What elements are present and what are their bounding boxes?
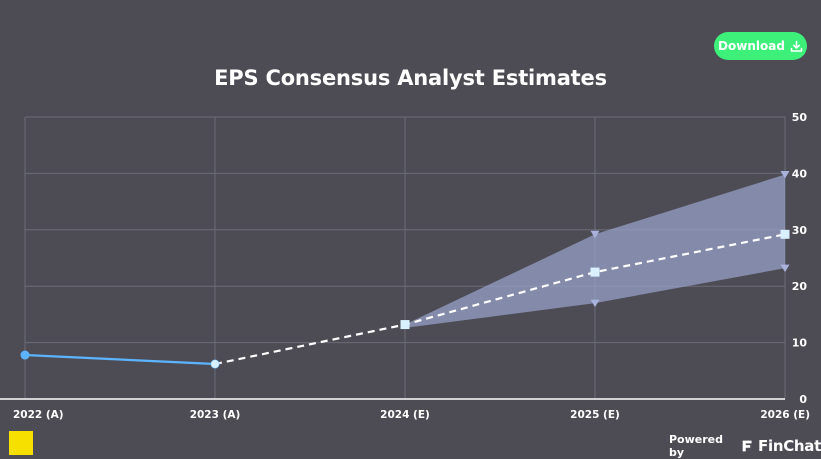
y-tick-label: 30 [792, 224, 808, 237]
company-logo [9, 431, 33, 455]
y-tick-label: 40 [792, 167, 808, 180]
x-tick-label: 2026 (E) [760, 409, 810, 421]
estimate-low-point [780, 264, 790, 273]
x-tick-label: 2024 (E) [380, 409, 430, 421]
chart-title: EPS Consensus Analyst Estimates [214, 66, 607, 90]
x-tick-label: 2023 (A) [190, 409, 241, 421]
powered-by-text: Powered by [669, 433, 724, 459]
y-tick-label: 20 [792, 280, 808, 293]
estimate-range-band [405, 174, 785, 328]
brand-name: FinChat [758, 437, 821, 455]
consensus-eps-point [590, 267, 600, 277]
finchat-logo-icon [742, 440, 752, 452]
consensus-eps-point [780, 229, 790, 239]
series-markers [20, 171, 790, 369]
x-tick-label: 2022 (A) [13, 409, 64, 421]
x-tick-label: 2025 (E) [570, 409, 620, 421]
download-icon [790, 40, 803, 52]
download-button[interactable]: Download [714, 32, 807, 60]
estimate-low-point [590, 299, 600, 308]
download-label: Download [718, 39, 785, 53]
chart-grid [0, 116, 786, 400]
consensus-eps-point [400, 320, 410, 330]
estimate-high-point [590, 230, 600, 239]
consensus-eps-point [211, 360, 219, 369]
estimate-range-band-layer [405, 174, 785, 328]
y-tick-label: 10 [792, 337, 808, 350]
powered-by-finchat[interactable]: Powered by FinChat [669, 433, 821, 459]
actual-eps-line [24, 353, 216, 366]
estimate-high-point [780, 171, 790, 179]
actual-eps-point [20, 350, 30, 360]
y-tick-label: 50 [792, 111, 808, 124]
series-lines [24, 233, 786, 366]
tick-labels: 0 10 20 30 40 50 2022 (A) 2023 (A) 2024 (E) 2025 … [13, 111, 810, 421]
consensus-eps-line [214, 233, 786, 366]
y-tick-label: 0 [799, 393, 807, 406]
